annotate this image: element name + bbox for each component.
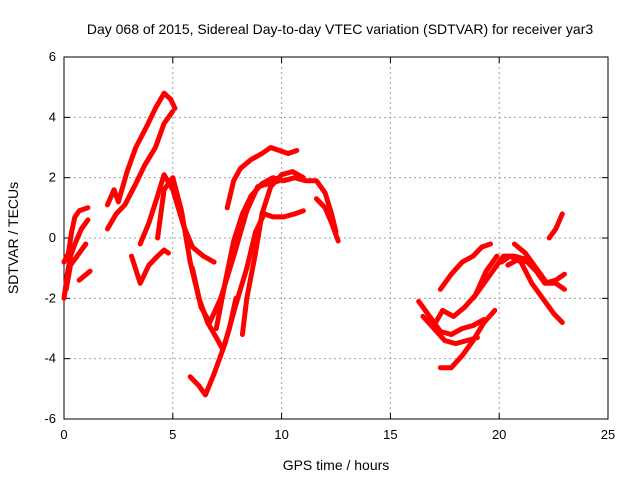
series-track-6 — [105, 108, 176, 232]
series-track-13 — [239, 169, 306, 337]
series-group — [61, 90, 567, 398]
y-axis-label: SDTVAR / TECUs — [5, 182, 21, 294]
y-tick-label: 6 — [49, 49, 56, 64]
grid — [64, 57, 608, 419]
series-track-25 — [546, 211, 565, 241]
series-track-3 — [63, 241, 89, 292]
x-tick-label: 25 — [601, 427, 615, 442]
y-tick-label: -6 — [44, 411, 56, 426]
series-track-19 — [437, 241, 493, 292]
series-track-7 — [129, 247, 171, 286]
series-track-8 — [137, 172, 217, 265]
y-tick-label: 2 — [49, 170, 56, 185]
series-track-15 — [313, 196, 341, 244]
axes: 0 5 10 15 20 25 -6 -4 -2 0 2 4 6 — [44, 49, 615, 442]
x-tick-label: 10 — [274, 427, 288, 442]
series-track-1 — [61, 205, 91, 265]
y-tick-label: 0 — [49, 230, 56, 245]
series-track-4 — [76, 268, 93, 283]
series-track-5 — [105, 90, 178, 208]
chart-title: Day 068 of 2015, Sidereal Day-to-day VTE… — [87, 21, 593, 37]
y-tick-label: -4 — [44, 351, 56, 366]
y-tick-label: 4 — [49, 109, 56, 124]
series-track-11 — [187, 208, 306, 398]
series-track-18 — [431, 253, 500, 328]
x-tick-label: 0 — [60, 427, 67, 442]
series-track-20 — [437, 307, 498, 371]
x-tick-label: 15 — [383, 427, 397, 442]
series-track-22 — [498, 253, 565, 325]
series-track-14 — [224, 145, 300, 211]
x-axis-label: GPS time / hours — [283, 457, 390, 473]
series-track-9 — [155, 175, 239, 353]
y-tick-label: -2 — [44, 290, 56, 305]
series-track-16 — [416, 298, 487, 337]
series-track-24 — [511, 241, 567, 292]
x-tick-label: 5 — [169, 427, 176, 442]
x-tick-label: 20 — [492, 427, 506, 442]
